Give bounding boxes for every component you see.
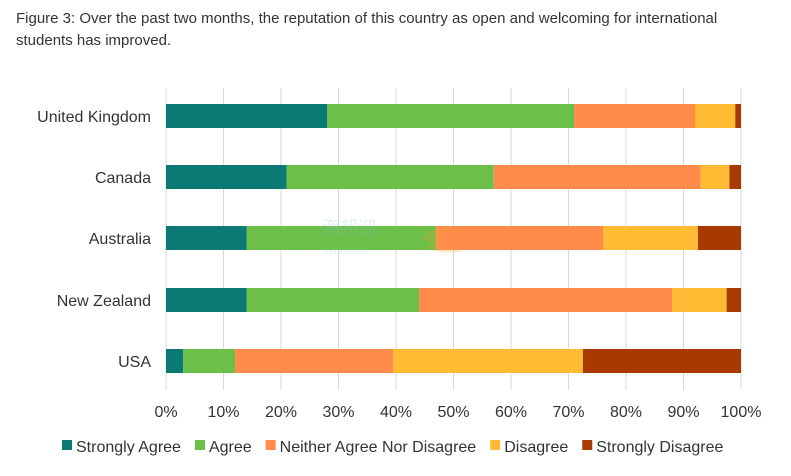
legend-entry: Disagree <box>504 439 568 456</box>
x-tick-label: 60% <box>495 404 527 421</box>
bar-segment <box>235 349 394 373</box>
x-tick-label: 20% <box>265 404 297 421</box>
bar-segment <box>603 226 698 250</box>
bar-segment <box>697 226 741 250</box>
legend: Strongly Agree Agree Neither Agree Nor Dis… <box>62 439 724 456</box>
x-tick-label: 0% <box>154 404 177 421</box>
bar-segment <box>327 104 575 128</box>
legend-entry: Neither Agree Nor Disagree <box>280 439 477 456</box>
x-tick-label: 90% <box>667 404 699 421</box>
bar-segment <box>166 349 184 373</box>
x-tick-label: 70% <box>552 404 584 421</box>
legend-swatch <box>582 440 593 450</box>
bar-segment <box>246 226 437 250</box>
category-label: New Zealand <box>57 293 151 310</box>
bar-segment <box>183 349 235 373</box>
bar-segment <box>729 165 741 189</box>
bar-segment <box>286 165 494 189</box>
x-tick-label: 80% <box>610 404 642 421</box>
legend-swatch <box>194 440 205 450</box>
bar-segment <box>726 288 741 312</box>
x-tick-labels: 0% 10% 20% 30% 40% 50% 60% 70% 80% 90% 100% <box>154 404 761 421</box>
bar-segment <box>672 288 727 312</box>
bar-segment <box>393 349 583 373</box>
bar-segment <box>493 165 701 189</box>
bar-segment <box>166 288 247 312</box>
bar-segment <box>700 165 730 189</box>
bar-segment <box>166 226 247 250</box>
legend-swatch <box>265 440 276 450</box>
legend-entry: Agree <box>209 439 252 456</box>
legend-entry: Strongly Agree <box>76 439 181 456</box>
legend-swatch <box>62 440 72 450</box>
bar-segment <box>166 104 327 128</box>
x-tick-label: 100% <box>721 404 762 421</box>
category-label: USA <box>118 354 151 371</box>
bars <box>166 104 741 373</box>
category-label: United Kingdom <box>37 109 151 126</box>
bar-segment <box>735 104 741 128</box>
x-tick-label: 30% <box>322 404 354 421</box>
legend-swatch <box>490 440 501 450</box>
bar-segment <box>419 288 672 312</box>
x-tick-label: 50% <box>437 404 469 421</box>
bar-segment <box>436 226 603 250</box>
bar-segment <box>695 104 736 128</box>
category-label: Canada <box>95 170 151 187</box>
x-tick-label: 40% <box>380 404 412 421</box>
bar-segment <box>574 104 695 128</box>
chart-title: Figure 3: Over the past two months, the … <box>16 10 718 49</box>
category-label: Australia <box>89 231 151 248</box>
bar-segment <box>166 165 287 189</box>
category-labels: United Kingdom Canada Australia New Zealand… <box>37 109 151 371</box>
x-tick-label: 10% <box>207 404 239 421</box>
bar-segment <box>582 349 741 373</box>
legend-entry: Strongly Disagree <box>596 439 723 456</box>
bar-segment <box>246 288 419 312</box>
